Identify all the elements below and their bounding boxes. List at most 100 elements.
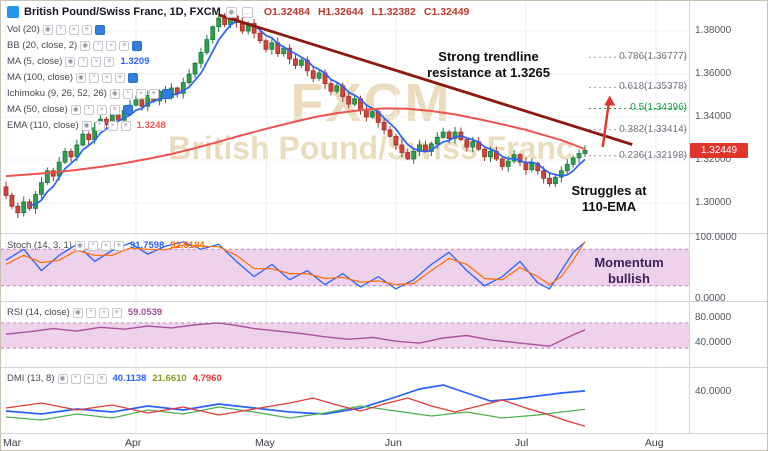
visibility-icon[interactable]: ◉	[42, 24, 53, 35]
dmi-plus-di-line	[5, 405, 586, 421]
visibility-icon[interactable]: ◉	[57, 373, 68, 384]
more-icon[interactable]: ≡	[113, 240, 124, 251]
indicator-row[interactable]: BB (20, close, 2) ◉ * × ≡	[7, 39, 143, 52]
indicator-value: 21.6610	[152, 373, 187, 384]
remove-icon[interactable]: ×	[91, 56, 102, 67]
settings-icon[interactable]: *	[55, 24, 66, 35]
active-badge[interactable]	[161, 88, 172, 99]
fib-level-label[interactable]: 0.618(1.35378)	[619, 81, 687, 93]
visibility-icon[interactable]: ◉	[72, 307, 83, 318]
remove-icon[interactable]: ×	[98, 307, 109, 318]
indicator-value: 92.5184	[170, 240, 205, 251]
stoch-axis-label: 100.0000	[695, 232, 737, 243]
settings-icon[interactable]: *	[78, 56, 89, 67]
active-badge[interactable]	[132, 40, 143, 51]
annotation-trendline-resistance[interactable]: Strong trendline resistance at 1.3265	[427, 49, 550, 81]
dmi-minus-di-line	[5, 397, 586, 427]
active-badge[interactable]	[94, 24, 105, 35]
annotation-momentum[interactable]: Momentum bullish	[594, 255, 664, 287]
more-icon[interactable]: ≡	[104, 56, 115, 67]
active-badge[interactable]	[128, 72, 138, 83]
indicator-row[interactable]: Ichimoku (9, 26, 52, 26) ◉ * × ≡	[7, 87, 172, 100]
indicator-row[interactable]: MA (100, close) ◉ * × ≡	[7, 71, 138, 84]
settings-icon[interactable]: *	[87, 240, 98, 251]
eye-icon[interactable]: ◉	[225, 6, 237, 18]
remove-icon[interactable]: ×	[100, 240, 111, 251]
month-label: Jul	[514, 437, 529, 449]
month-label: Mar	[3, 437, 22, 449]
visibility-icon[interactable]: ◉	[80, 40, 91, 51]
month-label: Jun	[384, 437, 402, 449]
settings-icon[interactable]: *	[122, 88, 133, 99]
remove-icon[interactable]: ×	[102, 72, 112, 83]
indicator-row[interactable]: DMI (13, 8) ◉ * × ≡ 40.1138 21.6610 4.7960	[7, 372, 222, 385]
remove-icon[interactable]: ×	[83, 373, 94, 384]
remove-icon[interactable]: ×	[68, 24, 79, 35]
indicator-label: BB (20, close, 2)	[7, 40, 78, 51]
more-icon[interactable]: ≡	[81, 24, 92, 35]
ohlc-values: O1.32484 H1.32644 L1.32382 C1.32449	[264, 6, 470, 18]
visibility-icon[interactable]: ◉	[65, 56, 76, 67]
remove-icon[interactable]: ×	[135, 88, 146, 99]
fib-level-label[interactable]: 0.382(1.33414)	[619, 123, 687, 135]
visibility-icon[interactable]: ◉	[109, 88, 120, 99]
visibility-icon[interactable]: ◉	[76, 72, 86, 83]
more-icon[interactable]: ≡	[111, 307, 122, 318]
fib-level-label[interactable]: 0.236(1.32198)	[619, 149, 687, 161]
last-price-tag: 1.32449	[690, 142, 748, 158]
indicator-row[interactable]: RSI (14, close) ◉ * × ≡ 59.0539	[7, 306, 162, 319]
indicator-row[interactable]: Stoch (14, 3, 1) ◉ * × ≡ 91.7598 92.5184	[7, 239, 205, 252]
price-tick-label: 1.32000	[695, 154, 732, 165]
price-tick-label: 1.36000	[695, 68, 732, 79]
annotation-ema-struggle[interactable]: Struggles at 110-EMA	[571, 183, 647, 215]
visibility-icon[interactable]: ◉	[74, 240, 85, 251]
indicator-label: DMI (13, 8)	[7, 373, 55, 384]
symbol-title[interactable]: British Pound/Swiss Franc, 1D, FXCM	[24, 6, 221, 18]
settings-icon[interactable]: *	[94, 120, 105, 131]
indicator-value: 40.1138	[112, 373, 147, 384]
indicator-label: MA (5, close)	[7, 56, 63, 67]
settings-icon[interactable]: *	[93, 40, 104, 51]
visibility-icon[interactable]: ◉	[81, 120, 92, 131]
fib-retracement[interactable]	[589, 56, 689, 157]
more-icon[interactable]: ≡	[119, 40, 130, 51]
indicator-row[interactable]: MA (50, close) ◉ * × ≡	[7, 103, 133, 116]
active-badge[interactable]	[122, 104, 133, 115]
more-icon[interactable]: ≡	[96, 373, 107, 384]
visibility-icon[interactable]: ◉	[70, 104, 81, 115]
settings-icon[interactable]: *	[83, 104, 94, 115]
indicator-label: Stoch (14, 3, 1)	[7, 240, 72, 251]
trendline-drawing[interactable]	[218, 13, 633, 146]
panel-dividers	[1, 1, 767, 434]
price-tick-label: 1.34000	[695, 111, 732, 122]
more-icon[interactable]: ≡	[148, 88, 159, 99]
stoch-k-line	[5, 241, 586, 290]
fib-level-label[interactable]: 0.5(1.34396)	[630, 102, 687, 114]
settings-icon[interactable]: *	[85, 307, 96, 318]
more-icon[interactable]: ≡	[115, 72, 125, 83]
breakout-arrow[interactable]	[601, 95, 616, 148]
more-icon[interactable]: ≡	[120, 120, 131, 131]
watermark-exchange: FXCM	[290, 73, 452, 133]
remove-icon[interactable]: ×	[107, 120, 118, 131]
settings-icon[interactable]: *	[89, 72, 99, 83]
more-icon[interactable]: …	[241, 6, 253, 18]
indicator-value: 1.3248	[136, 120, 166, 131]
time-axis[interactable]: Mar Apr May Jun Jul Aug	[1, 434, 767, 450]
rsi-axis-label: 40.0000	[695, 336, 732, 348]
indicator-value: 4.7960	[192, 373, 222, 384]
more-icon[interactable]: ≡	[109, 104, 120, 115]
indicator-row[interactable]: MA (5, close) ◉ * × ≡ 1.3209	[7, 55, 150, 68]
remove-icon[interactable]: ×	[106, 40, 117, 51]
indicator-row[interactable]: Vol (20) ◉ * × ≡	[7, 23, 105, 36]
indicator-value: 59.0539	[127, 307, 163, 318]
remove-icon[interactable]: ×	[96, 104, 107, 115]
month-label: Aug	[644, 437, 664, 449]
price-axis[interactable]: 1.38000 1.36000 1.34000 1.32000 1.30000 100.0…	[690, 1, 767, 434]
indicator-label: Vol (20)	[7, 24, 40, 35]
fib-level-label[interactable]: 0.786(1.36777)	[619, 51, 687, 63]
indicator-row[interactable]: EMA (110, close) ◉ * × ≡ 1.3248	[7, 119, 166, 132]
stoch-axis-label: 0.0000	[695, 293, 726, 304]
settings-icon[interactable]: *	[70, 373, 81, 384]
